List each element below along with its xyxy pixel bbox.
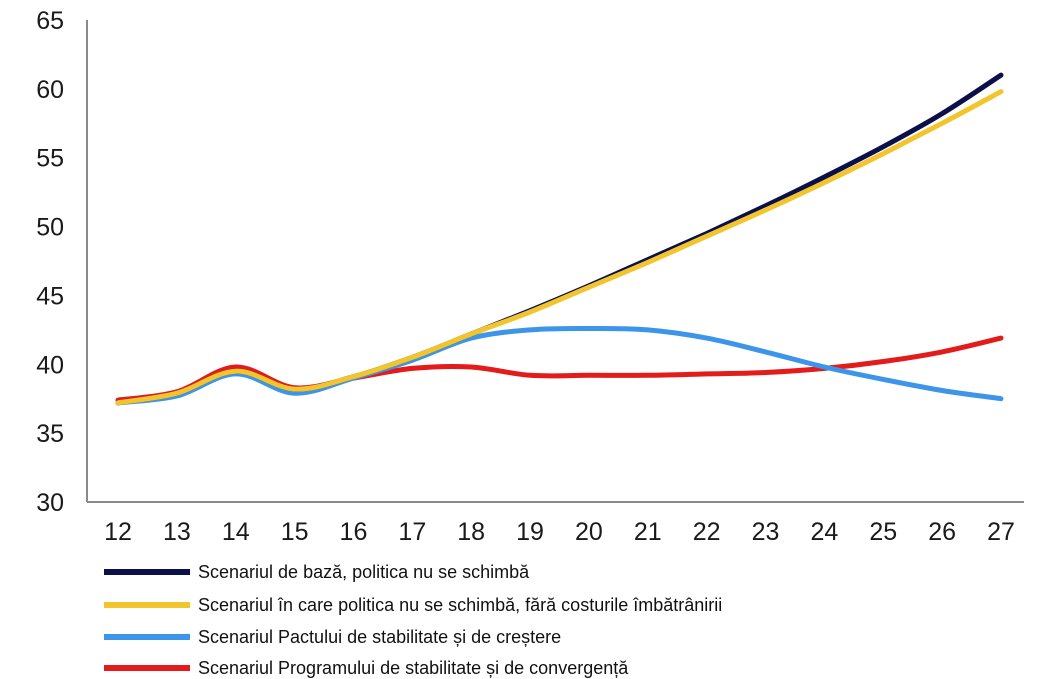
series-line-stability-convergence-programme: [115, 335, 1004, 403]
legend-label: Scenariul de bază, politica nu se schimb…: [198, 562, 530, 582]
axes: [86, 20, 1024, 503]
x-tick-labels: 12 13 14 15 16 17 18 19 20 21 22 23 24 25 26 27: [104, 518, 1015, 546]
x-tick-label: 14: [222, 518, 250, 546]
series-line-stability-growth-pact: [115, 325, 1004, 406]
y-tick-label: 60: [36, 76, 64, 104]
legend: Scenariul de bază, politica nu se schimb…: [104, 562, 722, 678]
series-line-no-ageing-costs: [115, 89, 1004, 406]
x-tick-label: 23: [752, 518, 780, 546]
x-tick-label: 19: [516, 518, 544, 546]
y-tick-label: 55: [36, 145, 64, 173]
legend-label: Scenariul Programului de stabilitate și …: [198, 658, 629, 678]
x-tick-label: 13: [163, 518, 191, 546]
series-line-baseline: [115, 72, 1004, 406]
x-tick-label: 20: [575, 518, 603, 546]
x-tick-label: 22: [693, 518, 721, 546]
y-tick-label: 40: [36, 351, 64, 379]
y-tick-labels: 30 35 40 45 50 55 60 65: [36, 7, 64, 517]
series-lines: [115, 72, 1004, 406]
y-tick-label: 65: [36, 7, 64, 35]
x-tick-label: 27: [987, 518, 1015, 546]
x-tick-label: 17: [398, 518, 426, 546]
y-tick-label: 30: [36, 489, 64, 517]
x-tick-label: 16: [340, 518, 368, 546]
y-tick-label: 45: [36, 282, 64, 310]
x-tick-label: 15: [281, 518, 309, 546]
x-tick-label: 26: [928, 518, 956, 546]
x-tick-label: 12: [104, 518, 132, 546]
legend-label: Scenariul în care politica nu se schimbă…: [198, 595, 722, 615]
x-tick-label: 21: [634, 518, 662, 546]
x-tick-label: 24: [810, 518, 838, 546]
y-tick-label: 50: [36, 214, 64, 242]
x-tick-label: 18: [457, 518, 485, 546]
x-tick-label: 25: [869, 518, 897, 546]
legend-label: Scenariul Pactului de stabilitate și de …: [198, 627, 561, 647]
y-tick-label: 35: [36, 420, 64, 448]
